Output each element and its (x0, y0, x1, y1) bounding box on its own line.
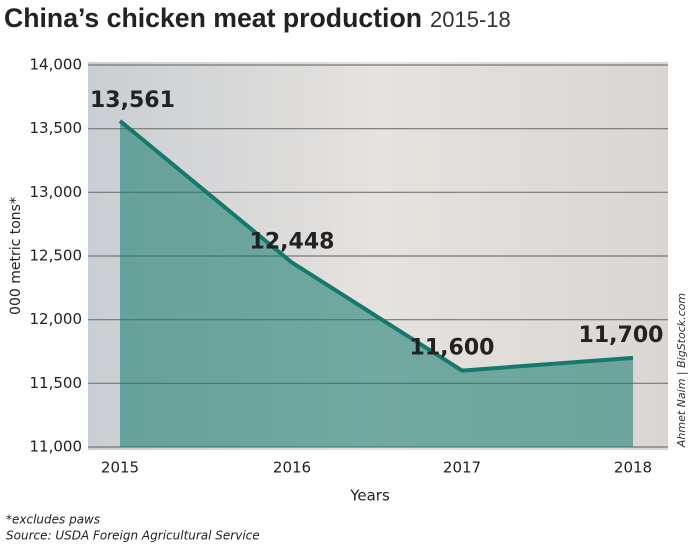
chart-subtitle: 2015-18 (430, 7, 511, 32)
x-tick-label: 2016 (273, 459, 311, 477)
area (120, 120, 633, 448)
chart-title: China’s chicken meat production (4, 3, 422, 33)
y-axis-label: 000 metric tons* (8, 197, 24, 315)
y-tick-label: 11,000 (30, 438, 83, 456)
x-tick-label: 2017 (443, 459, 481, 477)
y-tick-label: 13,000 (30, 183, 83, 201)
data-label: 11,700 (579, 323, 664, 348)
y-tick-label: 13,500 (30, 119, 83, 137)
data-label: 12,448 (250, 230, 335, 255)
data-label: 13,561 (90, 88, 175, 113)
credit: Ahmet Naim | BigStock.com (675, 293, 688, 448)
x-tick-label: 2018 (614, 459, 652, 477)
y-tick-label: 11,500 (30, 374, 83, 392)
x-axis-label: Years (349, 487, 390, 505)
source: Source: USDA Foreign Agricultural Servic… (6, 529, 260, 543)
footnote: *excludes paws (6, 513, 100, 527)
data-label: 11,600 (410, 336, 495, 361)
y-tick-label: 12,500 (30, 247, 83, 265)
y-tick-label: 12,000 (30, 310, 83, 328)
x-tick-label: 2015 (101, 459, 139, 477)
y-tick-label: 14,000 (30, 56, 83, 74)
line (118, 119, 634, 373)
